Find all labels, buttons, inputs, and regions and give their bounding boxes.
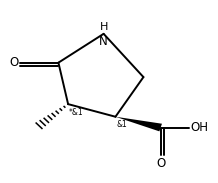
Text: O: O (9, 56, 19, 69)
Text: O: O (156, 157, 165, 170)
Text: H: H (99, 22, 108, 32)
Polygon shape (116, 117, 162, 131)
Text: &1: &1 (117, 120, 127, 129)
Text: *&1: *&1 (68, 108, 83, 117)
Text: N: N (99, 35, 108, 48)
Text: OH: OH (190, 121, 208, 134)
